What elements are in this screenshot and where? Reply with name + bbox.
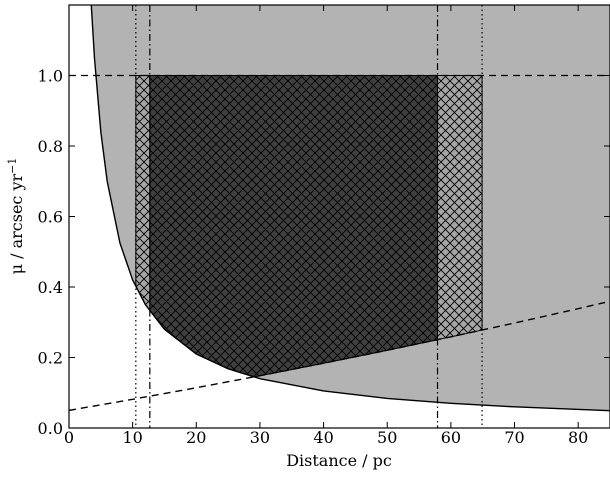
y-axis-label: μ / arcsec yr−1 [6,158,26,275]
y-tick-label: 0.2 [38,349,63,368]
y-axis-label-main: μ / arcsec yr [7,174,26,275]
x-tick-label: 20 [186,428,206,447]
x-tick-label: 10 [122,428,142,447]
axes: 0 10 20 30 40 50 60 70 80 0.0 0.2 0.4 0.6 0.8 1.0 [38,4,610,447]
x-tick-label: 0 [64,428,74,447]
y-tick-label: 0.6 [38,208,63,227]
x-tick-label: 70 [504,428,524,447]
y-tick-label: 0.0 [38,419,63,438]
y-tick-label: 0.8 [38,137,63,156]
region-hatch [149,75,439,378]
x-tick-label: 80 [568,428,588,447]
x-tick-label: 50 [377,428,397,447]
curve [90,5,610,412]
y-tick-label: 0.4 [38,278,63,297]
x-tick-label: 40 [313,428,333,447]
x-tick-label: 60 [441,428,461,447]
curve [69,300,610,412]
x-tick-label: 30 [250,428,270,447]
plot-area [69,5,610,428]
x-axis-label: Distance / pc [286,451,392,470]
y-tick-label: 1.0 [38,67,63,86]
y-axis-label-sup: −1 [6,158,19,174]
